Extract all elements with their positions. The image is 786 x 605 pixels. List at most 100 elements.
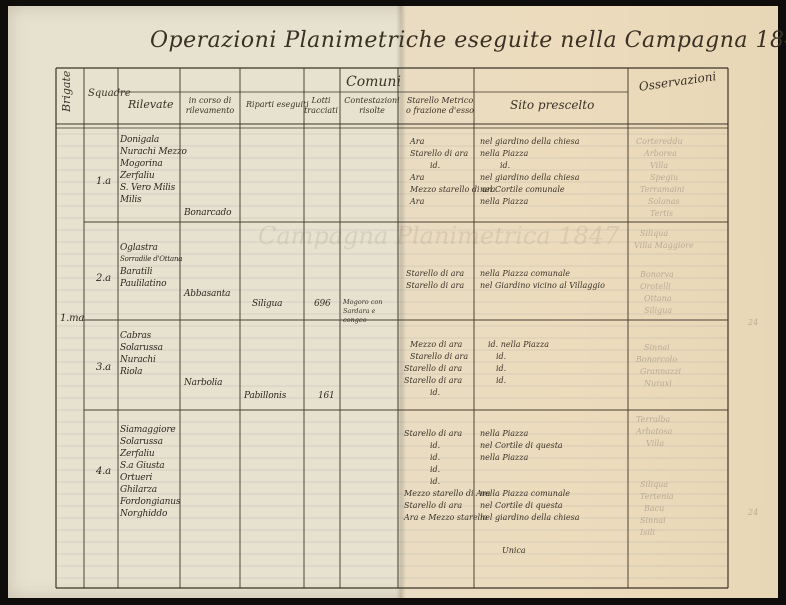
rilevata-item: Zerfaliu: [120, 449, 155, 459]
osservazioni-faint: Bonorva: [640, 270, 674, 279]
in-corso-item: Bonarcado: [184, 208, 232, 218]
osservazioni-count: 24: [748, 318, 759, 327]
starello-item: id.: [430, 161, 441, 170]
starello-item: Mezzo starello di ara: [410, 185, 496, 194]
squadra-3-label: 3.a: [96, 362, 111, 373]
riparti-item: Pabillonis: [244, 391, 287, 401]
rilevata-item: Paulilatino: [120, 279, 167, 289]
header-sito: Sito prescelto: [510, 98, 595, 112]
osservazioni-faint: Isili: [640, 528, 655, 537]
rilevata-item: Nurachi Mezzo: [120, 147, 187, 157]
lotti-item: 161: [318, 391, 335, 401]
rilevata-item: Ghilarza: [120, 485, 157, 495]
starello-item: id.: [430, 388, 441, 397]
osservazioni-faint: Nuraxi: [644, 379, 672, 388]
sito-item: nella Piazza: [480, 453, 529, 462]
rilevata-item: Baratili: [120, 267, 153, 277]
sito-item: nella Piazza comunale: [480, 489, 571, 498]
header-in-corso: in corso di rilevamento: [185, 96, 235, 115]
rilevata-item: Milis: [120, 195, 142, 205]
sito-item: id.: [496, 364, 507, 373]
starello-item: Mezzo starello di Ara: [404, 489, 491, 498]
sito-item: nel giardino della chiesa: [480, 513, 580, 522]
osservazioni-faint: Siliqua: [640, 229, 669, 238]
osservazioni-faint: Terralba: [636, 415, 671, 424]
header-starello: Starello Metrico o frazione d'esso: [405, 96, 474, 115]
bleed-through-text: Campagna Planimetrica 1847: [258, 222, 620, 250]
rilevata-item: S.a Giusta: [120, 461, 165, 471]
starello-item: Starello di ara: [406, 281, 465, 290]
sito-item: nel giardino della chiesa: [480, 137, 580, 146]
paper-right-sheet: [402, 6, 778, 598]
squadra-1-label: 1.a: [96, 176, 111, 187]
sito-item: id.: [496, 352, 507, 361]
header-contestazioni: Contestazioni risolte: [344, 96, 400, 115]
rilevata-item: Zerfaliu: [120, 171, 155, 181]
riparti-item: Siligua: [252, 299, 283, 309]
rilevata-item: Riola: [120, 367, 143, 377]
starello-item: Starello di ara: [404, 376, 463, 385]
sito-item: nel Cortile di questa: [480, 501, 563, 510]
sito-item: nella Piazza: [480, 197, 529, 206]
rilevata-item: Mogorina: [120, 159, 163, 169]
starello-item: Ara: [410, 137, 425, 146]
starello-item: Starello di ara: [404, 364, 463, 373]
osservazioni-faint: Arborea: [644, 149, 677, 158]
osservazioni-faint: Siligua: [644, 306, 673, 315]
starello-item: Starello di ara: [410, 352, 469, 361]
osservazioni-faint: Arbatosa: [636, 427, 673, 436]
osservazioni-faint: Bonorcolo: [636, 355, 678, 364]
sito-item: nel Cortile comunale: [480, 185, 565, 194]
page-fold: [396, 6, 406, 598]
sito-item: nella Piazza: [480, 149, 529, 158]
header-brigate: Brigate: [60, 70, 73, 112]
starello-item: id.: [430, 465, 441, 474]
osservazioni-faint: Sinnai: [644, 343, 670, 352]
starello-item: Ara: [410, 197, 425, 206]
starello-item: Starello di ara: [406, 269, 465, 278]
in-corso-item: Narbolia: [184, 378, 223, 388]
sito-item: nel giardino della chiesa: [480, 173, 580, 182]
header-rilevate: Rilevate: [128, 98, 174, 111]
sito-item: nella Piazza comunale: [480, 269, 571, 278]
rilevata-item: Nurachi: [120, 355, 156, 365]
header-comuni: Comuni: [346, 74, 401, 90]
osservazioni-faint: Tertis: [650, 209, 674, 218]
starello-item: id.: [430, 453, 441, 462]
sito-item: id.: [496, 376, 507, 385]
rilevata-item: Fordongianus: [120, 497, 181, 507]
osservazioni-faint: Tertenia: [640, 492, 674, 501]
osservazioni-faint: Spegiu: [650, 173, 679, 182]
contestazioni-item: Mogoro con Sardara e congeo: [343, 298, 383, 324]
footer-mark: Unica: [502, 546, 526, 555]
rilevata-item: Cabras: [120, 331, 152, 341]
starello-item: Starello di ara: [410, 149, 469, 158]
page-title: Operazioni Planimetriche eseguite nella …: [150, 28, 786, 53]
header-lotti: Lotti tracciati: [304, 96, 338, 115]
rilevata-item: Siamaggiore: [120, 425, 176, 435]
sito-item: nel Giardino vicino al Villaggio: [480, 281, 605, 290]
rilevata-item: Oglastra: [120, 243, 158, 253]
squadra-2-label: 2.a: [96, 273, 111, 284]
osservazioni-faint: Villa Maggiore: [634, 241, 694, 250]
starello-item: Mezzo di ara: [410, 340, 463, 349]
rilevata-item: Solarussa: [120, 437, 163, 447]
osservazioni-faint: Villa: [646, 439, 665, 448]
osservazioni-count: 24: [748, 508, 759, 517]
osservazioni-faint: Orotelli: [640, 282, 671, 291]
starello-item: Ara: [410, 173, 425, 182]
osservazioni-faint: Sinnai: [640, 516, 666, 525]
osservazioni-faint: Bacu: [644, 504, 665, 513]
osservazioni-faint: Terramaini: [640, 185, 685, 194]
sito-item: id. nella Piazza: [488, 340, 549, 349]
rilevata-item: Ortueri: [120, 473, 153, 483]
osservazioni-faint: Cortereddu: [636, 137, 683, 146]
starello-item: id.: [430, 441, 441, 450]
in-corso-item: Abbasanta: [184, 289, 231, 299]
osservazioni-faint: Villa: [650, 161, 669, 170]
rilevata-item: S. Vero Milis: [120, 183, 176, 193]
sito-item: nel Cortile di questa: [480, 441, 563, 450]
starello-item: Ara e Mezzo starello: [404, 513, 488, 522]
rilevata-item: Donigala: [120, 135, 160, 145]
